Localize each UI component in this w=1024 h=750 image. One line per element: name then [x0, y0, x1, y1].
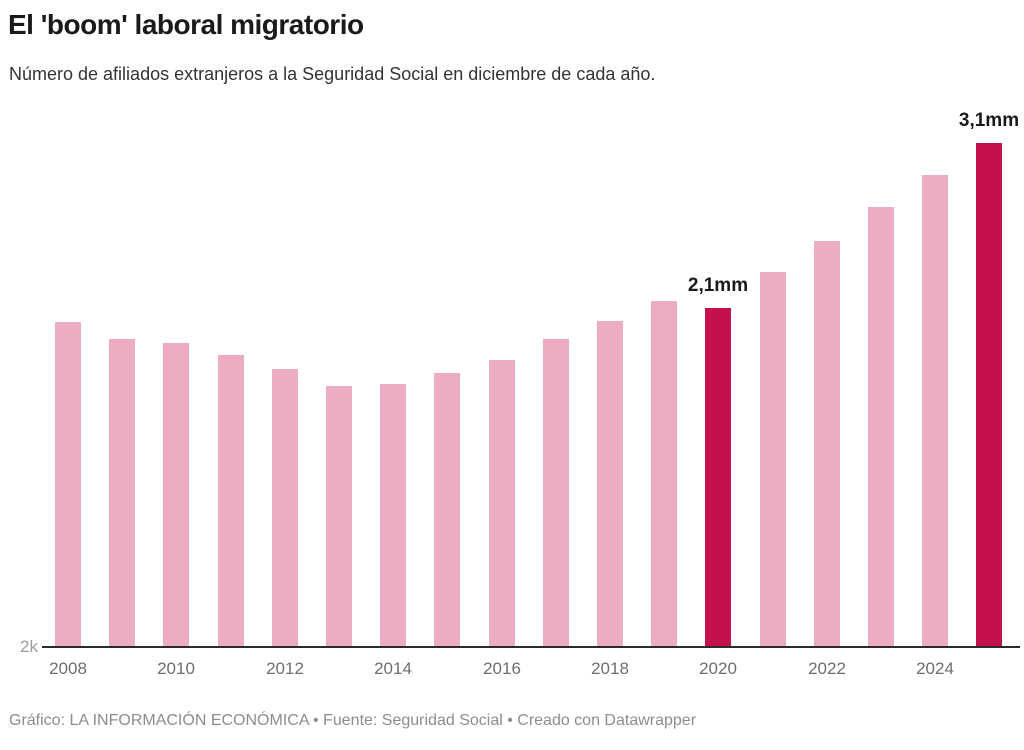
attribution-footer: Gráfico: LA INFORMACIÓN ECONÓMICA • Fuen…	[9, 712, 697, 729]
bar-2008[interactable]	[55, 322, 81, 648]
bar-2010[interactable]	[163, 343, 189, 648]
chart-title: El 'boom' laboral migratorio	[8, 9, 364, 40]
bar-2013[interactable]	[326, 386, 352, 648]
x-tick-2018: 2018	[591, 659, 629, 678]
x-axis-line	[42, 646, 1020, 648]
x-tick-2010: 2010	[157, 659, 195, 678]
x-tick-2012: 2012	[266, 659, 304, 678]
chart-subtitle: Número de afiliados extranjeros a la Seg…	[9, 64, 656, 84]
x-tick-2022: 2022	[808, 659, 846, 678]
bar-2011[interactable]	[218, 355, 244, 648]
y-axis-tick-label: 2k	[20, 637, 38, 656]
x-tick-2008: 2008	[49, 659, 87, 678]
x-tick-2014: 2014	[374, 659, 412, 678]
bar-2020[interactable]	[705, 308, 731, 648]
x-tick-2024: 2024	[916, 659, 954, 678]
bar-2019[interactable]	[651, 301, 677, 648]
x-tick-2016: 2016	[483, 659, 521, 678]
data-label-2020: 2,1mm	[687, 275, 749, 296]
bar-2015[interactable]	[434, 373, 460, 648]
bar-2024[interactable]	[922, 175, 948, 648]
bar-2021[interactable]	[760, 272, 786, 648]
bar-2025[interactable]	[976, 143, 1002, 648]
bar-2012[interactable]	[272, 369, 298, 648]
bar-2018[interactable]	[597, 321, 623, 648]
x-tick-2020: 2020	[699, 659, 737, 678]
bar-2023[interactable]	[868, 207, 894, 648]
bar-2014[interactable]	[380, 384, 406, 648]
data-label-2025: 3,1mm	[958, 110, 1020, 131]
bar-2017[interactable]	[543, 339, 569, 648]
bar-2016[interactable]	[489, 360, 515, 648]
bar-2022[interactable]	[814, 241, 840, 648]
bar-2009[interactable]	[109, 339, 135, 648]
